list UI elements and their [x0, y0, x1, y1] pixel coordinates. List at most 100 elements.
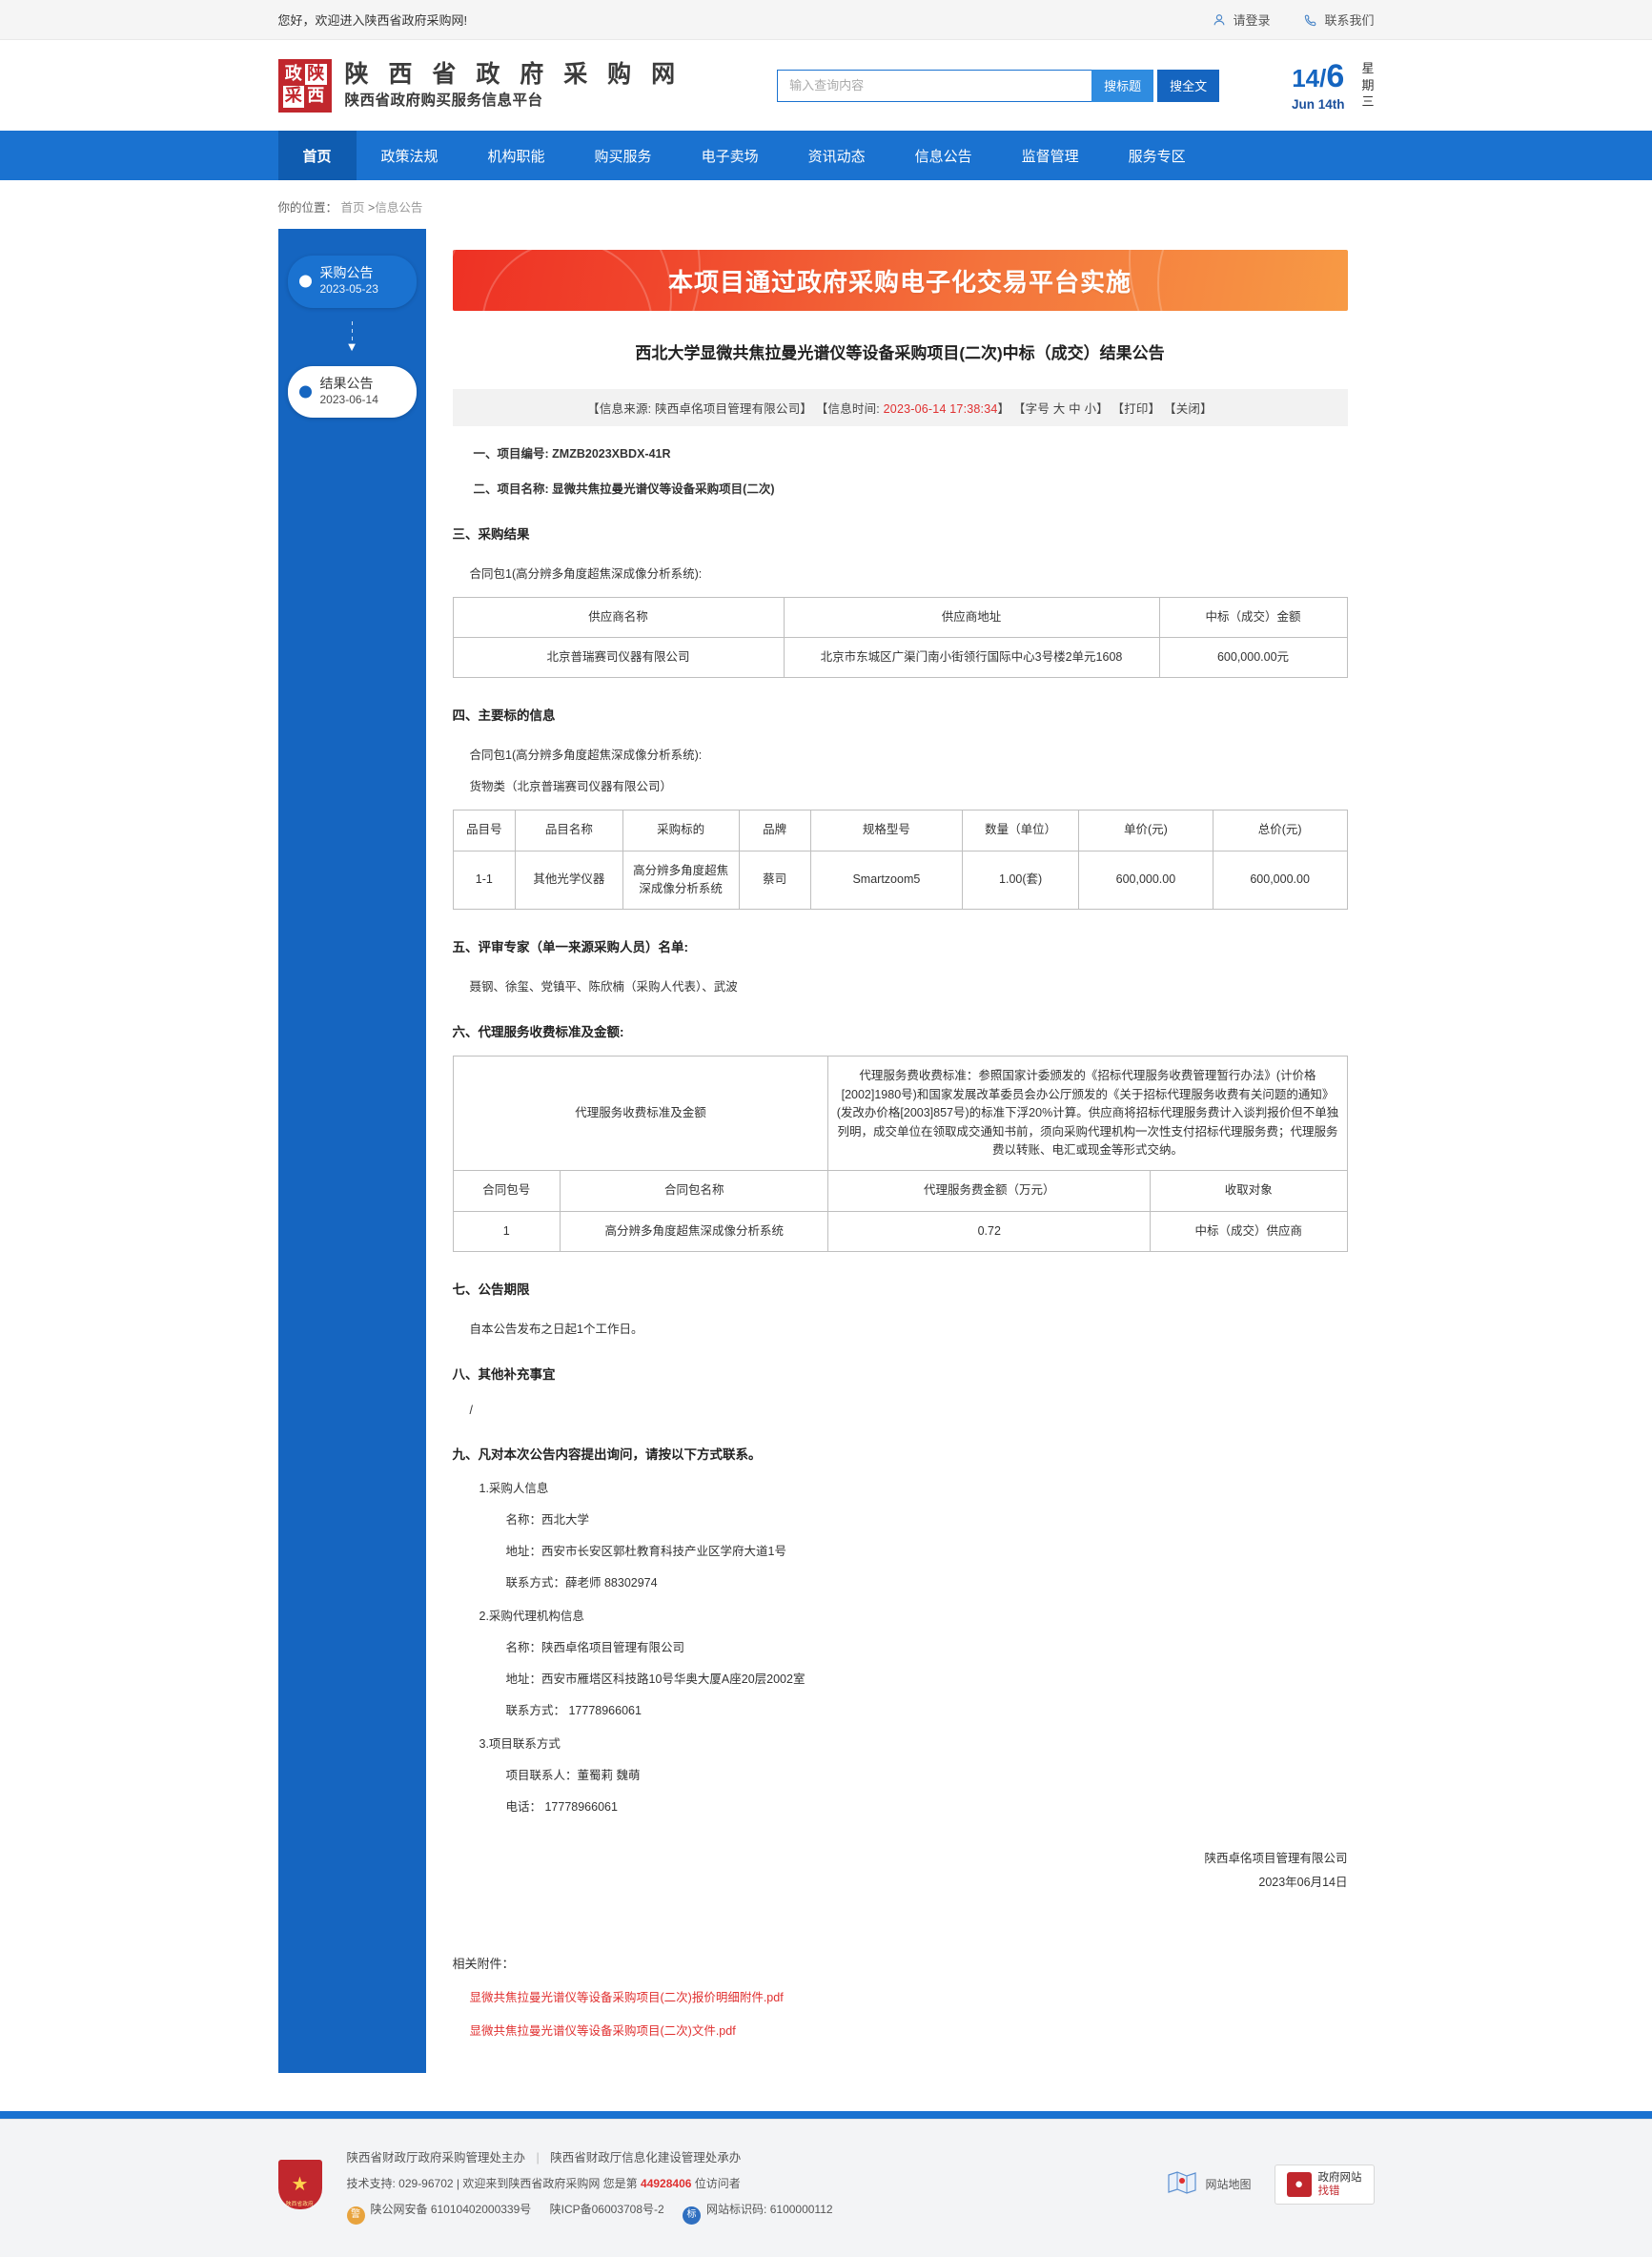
signature-date: 2023年06月14日: [1258, 1876, 1348, 1889]
section-9-title: 九、凡对本次公告内容提出询问，请按以下方式联系。: [452, 1447, 762, 1462]
visitor-count: 44928406: [641, 2177, 692, 2191]
step-arrow-icon: ▼: [346, 320, 357, 353]
meta-time: 2023-06-14 17:38:34: [883, 401, 998, 416]
close-button[interactable]: 【关闭】: [1164, 401, 1213, 416]
attachment-link-1[interactable]: 显微共焦拉曼光谱仪等设备采购项目(二次)文件.pdf: [469, 2024, 736, 2038]
nav-item-6[interactable]: 信息公告: [914, 148, 972, 165]
sidebar-step-procurement-notice[interactable]: 采购公告 2023-05-23: [287, 256, 417, 308]
table-cell-0: 北京普瑞赛司仪器有限公司: [452, 636, 785, 679]
section-6-title: 六、代理服务收费标准及金额:: [452, 1025, 624, 1040]
notice-period-value: 自本公告发布之日起1个工作日。: [469, 1323, 643, 1336]
section-project-number: 一、项目编号: ZMZB2023XBDX-41R: [474, 443, 1348, 462]
project-contact-title: 3.项目联系方式: [479, 1737, 561, 1751]
emblem-caption: 陕西省政府: [285, 2201, 314, 2207]
column-header-0: 供应商名称: [452, 596, 785, 638]
column-header-1: 合同包名称: [560, 1170, 829, 1212]
table-cell-7: 600,000.00: [1212, 850, 1348, 911]
table-cell-2: 600,000.00元: [1158, 636, 1348, 679]
column-header-6: 单价(元): [1078, 810, 1214, 852]
font-size-control[interactable]: 【字号 大 中 小】: [1012, 401, 1109, 416]
step-date: 2023-06-14: [319, 392, 378, 406]
agency-fee-label: 代理服务收费标准及金额: [452, 1056, 829, 1172]
sitemap-link[interactable]: 网站地图: [1168, 2170, 1252, 2198]
seal-char-4: 西: [305, 86, 327, 108]
weekday-label: 星期三: [1361, 61, 1375, 110]
top-utility-bar: 您好，欢迎进入陕西省政府采购网! 请登录: [0, 0, 1652, 40]
footer-support: 技术支持: 029-96702 | 欢迎来到陕西省政府采购网 您是第: [346, 2177, 638, 2191]
attachment-link-0[interactable]: 显微共焦拉曼光谱仪等设备采购项目(二次)报价明细附件.pdf: [469, 1991, 784, 2004]
project-name-value: 显微共焦拉曼光谱仪等设备采购项目(二次): [552, 482, 775, 496]
section-5-title: 五、评审专家（单一来源采购人员）名单:: [452, 940, 689, 955]
table-cell-0: 1: [452, 1210, 561, 1253]
main-navigation: 首页 政策法规 机构职能 购买服务 电子卖场 资讯动态 信息公告 监督管理 服务专区: [0, 131, 1652, 180]
column-header-5: 数量（单位）: [962, 810, 1080, 852]
seal-char-2: 陕: [305, 63, 327, 85]
column-header-2: 中标（成交）金额: [1158, 596, 1348, 638]
section-2-title: 二、项目名称:: [473, 482, 549, 496]
signature-org: 陕西卓佲项目管理有限公司: [1204, 1852, 1348, 1865]
nav-item-8[interactable]: 服务专区: [1128, 148, 1186, 165]
table-cell-1: 高分辨多角度超焦深成像分析系统: [560, 1210, 829, 1253]
breadcrumb-home[interactable]: 首页: [340, 201, 365, 215]
gov-error-report-badge[interactable]: ● 政府网站 找错: [1274, 2164, 1375, 2206]
supplier-result-table: 供应商名称 供应商地址 中标（成交）金额 北京普瑞赛司仪器有限公司 北京市东城区广渠门…: [452, 596, 1348, 679]
site-header: 政 陕 采 西 陕 西 省 政 府 采 购 网 陕西省政府购买服务信息平台 搜标…: [0, 40, 1652, 131]
footer-icp[interactable]: 陕ICP备06003708号-2: [549, 2203, 664, 2217]
breadcrumb: 你的位置： 首页 >信息公告: [278, 180, 1375, 229]
column-header-2: 代理服务费金额（万元）: [827, 1170, 1152, 1212]
agency-fee-description: 代理服务费收费标准：参照国家计委颁发的《招标代理服务收费管理暂行办法》(计价格[…: [827, 1056, 1348, 1172]
nav-item-0[interactable]: 首页: [277, 131, 357, 180]
site-footer: ★ 陕西省政府 陕西省财政厅政府采购管理处主办 | 陕西省财政厅信息化建设管理处…: [0, 2119, 1652, 2257]
expert-list: 聂钢、徐玺、党镇平、陈欣楠（采购人代表）、武波: [469, 980, 738, 995]
banner-text: 本项目通过政府采购电子化交易平台实施: [667, 267, 1132, 297]
content-area: 采购公告 2023-05-23 ▼ 结果公告 2023-06-14 本项目通过政…: [277, 229, 1375, 2111]
footer-org-1: 陕西省财政厅政府采购管理处主办: [346, 2151, 526, 2165]
search-fulltext-button[interactable]: 搜全文: [1157, 69, 1220, 102]
contact-link[interactable]: 联系我们: [1304, 10, 1375, 29]
login-link[interactable]: 请登录: [1213, 10, 1270, 29]
sitemap-label: 网站地图: [1205, 2178, 1252, 2192]
agency-info-title: 2.采购代理机构信息: [479, 1610, 584, 1623]
progress-sidebar: 采购公告 2023-05-23 ▼ 结果公告 2023-06-14: [277, 229, 426, 2073]
gov-shield-icon: ●: [1286, 2171, 1312, 2197]
gov-badge-line2: 找错: [1317, 2185, 1340, 2197]
meta-source: 陕西卓佲项目管理有限公司: [655, 401, 801, 416]
column-header-0: 品目号: [452, 810, 517, 852]
table-cell-2: 0.72: [827, 1210, 1152, 1253]
nav-item-4[interactable]: 电子卖场: [701, 148, 759, 165]
police-badge-icon: 警: [346, 2206, 365, 2225]
section-3-title: 三、采购结果: [452, 526, 530, 542]
search-title-button[interactable]: 搜标题: [1091, 69, 1154, 102]
nav-item-5[interactable]: 资讯动态: [807, 148, 866, 165]
sidebar-step-result-notice[interactable]: 结果公告 2023-06-14: [287, 365, 417, 419]
table-cell-1: 北京市东城区广渠门南小街领行国际中心3号楼2单元1608: [783, 636, 1160, 679]
breadcrumb-label: 你的位置：: [277, 201, 338, 215]
search-input[interactable]: [777, 69, 1092, 102]
date-english: Jun 14th: [1291, 96, 1345, 112]
column-header-7: 总价(元): [1212, 810, 1348, 852]
seal-char-1: 政: [282, 63, 304, 85]
nav-item-2[interactable]: 机构职能: [487, 148, 545, 165]
table-row: 1 高分辨多角度超焦深成像分析系统 0.72 中标（成交）供应商: [452, 1210, 1348, 1253]
table-cell-1: 其他光学仪器: [515, 850, 623, 911]
table-row: 1-1 其他光学仪器 高分辨多角度超焦深成像分析系统 蔡司 Smartzoom5 1.00…: [452, 850, 1348, 911]
meta-time-end: 】: [997, 401, 1010, 416]
step-dot-icon: [298, 385, 312, 399]
nav-item-1[interactable]: 政策法规: [380, 148, 438, 165]
site-logo[interactable]: 政 陕 采 西 陕 西 省 政 府 采 购 网 陕西省政府购买服务信息平台: [277, 58, 683, 113]
step-date: 2023-05-23: [319, 282, 378, 297]
column-header-2: 采购标的: [622, 810, 740, 852]
table-row: 北京普瑞赛司仪器有限公司 北京市东城区广渠门南小街领行国际中心3号楼2单元1608…: [452, 636, 1348, 679]
footer-police-record[interactable]: 陕公网安备 61010402000339号: [370, 2203, 532, 2217]
article-body: 本项目通过政府采购电子化交易平台实施 西北大学显微共焦拉曼光谱仪等设备采购项目(…: [425, 229, 1375, 2073]
meta-source-label: 【信息来源:: [587, 401, 655, 416]
date-separator: /: [1319, 63, 1327, 92]
nav-item-3[interactable]: 购买服务: [594, 148, 652, 165]
purchaser-info-title: 1.采购人信息: [479, 1482, 549, 1495]
column-header-3: 品牌: [738, 810, 811, 852]
step-title: 采购公告: [319, 265, 374, 280]
step-dot-icon: [298, 275, 312, 288]
nav-item-7[interactable]: 监督管理: [1021, 148, 1079, 165]
breadcrumb-current[interactable]: 信息公告: [375, 201, 423, 215]
print-button[interactable]: 【打印】: [1112, 401, 1161, 416]
